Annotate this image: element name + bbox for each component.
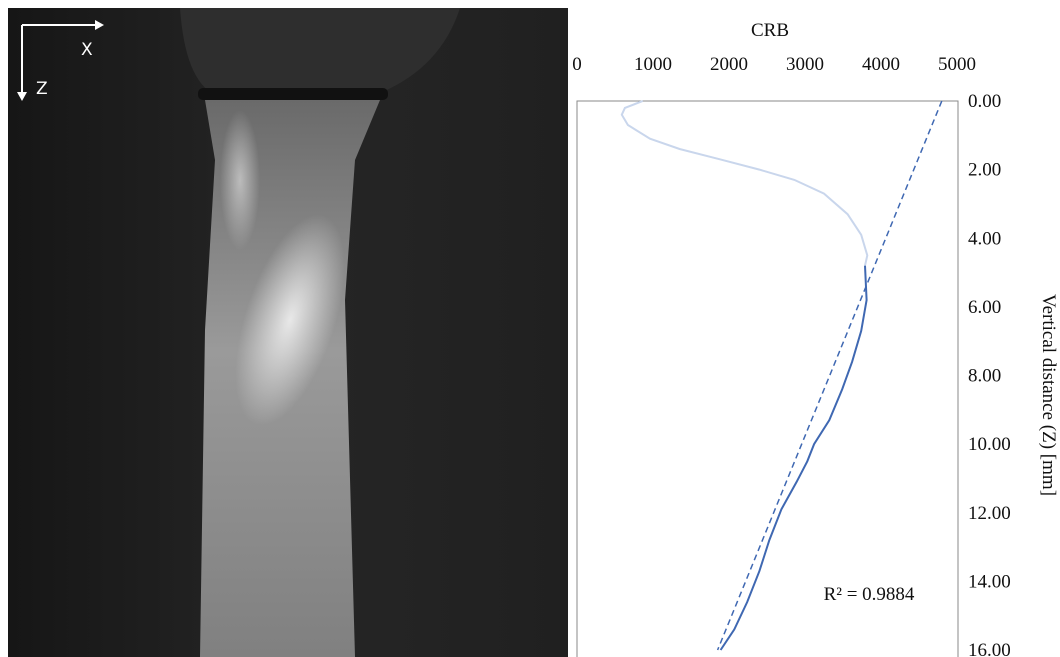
x-tick-label: 2000: [710, 54, 748, 75]
x-tick-label: 4000: [862, 54, 900, 75]
y-tick-label: 0.00: [968, 91, 1001, 112]
data-line: [719, 265, 868, 651]
data-line: [620, 100, 869, 266]
x-tick-label: 1000: [634, 54, 672, 75]
y-tick-label: 16.00: [968, 640, 1011, 657]
photo: X Z: [8, 8, 568, 657]
y-tick-label: 12.00: [968, 503, 1011, 524]
x-tick-label: 3000: [786, 54, 824, 75]
trendline: [716, 100, 943, 651]
image-axis-label: X: [81, 40, 93, 60]
chart-title: CRB: [751, 20, 789, 41]
x-tick-label: 5000: [938, 54, 976, 75]
y-tick-label: 4.00: [968, 228, 1001, 249]
y-tick-label: 2.00: [968, 160, 1001, 181]
plot-frame: [576, 100, 959, 657]
image-axis-label: Z: [36, 79, 48, 99]
y-tick-label: 6.00: [968, 297, 1001, 318]
y-tick-label: 14.00: [968, 571, 1011, 592]
y-tick-label: 10.00: [968, 434, 1011, 455]
y-axis-label: Vertical distance (Z) [mm]: [1038, 294, 1059, 496]
x-tick-label: 0: [572, 54, 582, 75]
annotation: R² = 0.9884: [824, 584, 915, 605]
y-tick-label: 8.00: [968, 366, 1001, 387]
